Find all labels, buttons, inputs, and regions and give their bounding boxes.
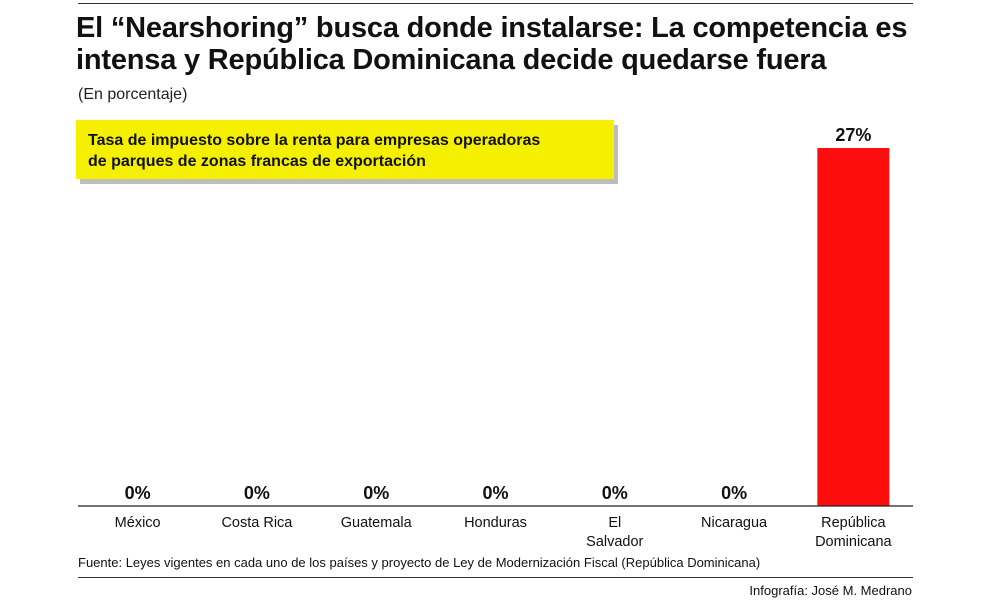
top-rule: [78, 3, 913, 4]
value-label: 0%: [482, 483, 508, 503]
category-label: Costa Rica: [221, 515, 293, 531]
value-label: 27%: [835, 125, 871, 145]
bottom-rule: [78, 577, 913, 578]
source-note: Fuente: Leyes vigentes en cada uno de lo…: [78, 555, 761, 570]
value-label: 0%: [602, 483, 628, 503]
bar: [817, 148, 890, 506]
value-label: 0%: [721, 483, 747, 503]
chart-subtitle: (En porcentaje): [78, 86, 188, 103]
category-label: El: [608, 515, 621, 531]
labels-group: 0% México 0% Costa Rica 0% Guatemala 0% Hondura…: [115, 125, 893, 550]
category-label: República: [821, 515, 886, 531]
category-label: Honduras: [464, 515, 527, 531]
category-label: Salvador: [586, 534, 643, 550]
bars-group: [817, 148, 890, 506]
value-label: 0%: [244, 483, 270, 503]
chart-title: El “Nearshoring” busca donde instalarse:…: [76, 12, 908, 76]
category-label: Guatemala: [341, 515, 413, 531]
callout-text: Tasa de impuesto sobre la renta para emp…: [88, 130, 608, 172]
category-label: México: [115, 515, 161, 531]
category-label: Nicaragua: [701, 515, 768, 531]
callout-box: [76, 120, 614, 179]
callout-line-1: Tasa de impuesto sobre la renta para emp…: [88, 132, 541, 149]
value-label: 0%: [363, 483, 389, 503]
credit-note: Infografía: José M. Medrano: [749, 583, 912, 598]
value-label: 0%: [125, 483, 151, 503]
callout-line-2: de parques de zonas francas de exportaci…: [88, 153, 426, 170]
category-label: Dominicana: [815, 534, 892, 550]
